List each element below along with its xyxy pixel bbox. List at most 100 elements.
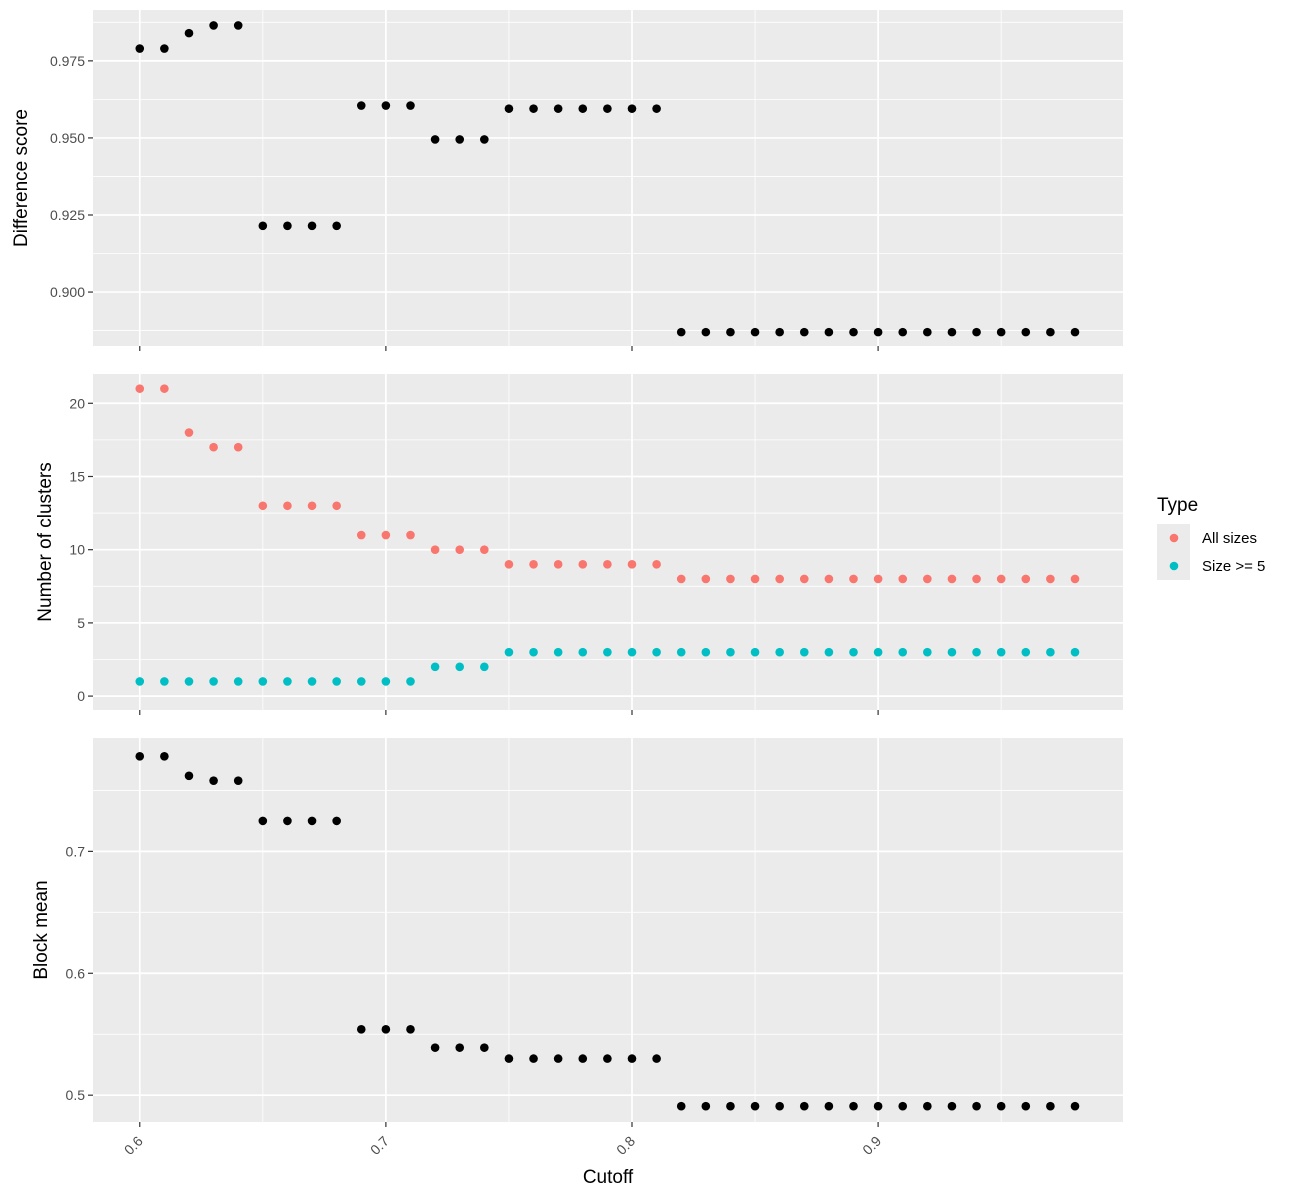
- legend-label: Size >= 5: [1202, 558, 1265, 575]
- data-point: [701, 1101, 711, 1111]
- data-point: [849, 647, 858, 657]
- data-point: [233, 776, 243, 785]
- data-point: [898, 647, 908, 657]
- data-point: [1046, 647, 1055, 657]
- data-point: [160, 44, 169, 53]
- data-point: [455, 1043, 465, 1052]
- data-point: [726, 574, 735, 584]
- data-point: [209, 21, 218, 30]
- data-point: [726, 647, 735, 657]
- legend-label: All sizes: [1202, 530, 1257, 547]
- data-point: [504, 560, 514, 569]
- data-point: [307, 501, 317, 511]
- data-point: [381, 677, 391, 686]
- data-point: [972, 647, 981, 657]
- data-point: [652, 647, 661, 657]
- data-point: [184, 771, 194, 781]
- data-point: [209, 677, 218, 686]
- data-point: [430, 1043, 440, 1052]
- data-point: [332, 816, 341, 826]
- data-point: [1070, 647, 1080, 657]
- data-point: [873, 1101, 883, 1111]
- y-tick-label: 0.975: [50, 53, 85, 69]
- data-point: [898, 574, 908, 584]
- data-point: [1046, 574, 1055, 584]
- data-point: [307, 221, 317, 231]
- data-point: [283, 501, 292, 511]
- data-point: [603, 104, 612, 113]
- data-point: [480, 545, 489, 554]
- data-point: [824, 1101, 834, 1111]
- data-point: [775, 574, 784, 584]
- data-point: [135, 751, 145, 761]
- legend: Type All sizes Size >= 5: [1157, 495, 1265, 580]
- data-point: [627, 104, 637, 113]
- data-point: [504, 1054, 514, 1063]
- y-tick-label: 0.950: [50, 130, 85, 146]
- data-point: [775, 647, 784, 657]
- data-point: [160, 384, 169, 393]
- data-point: [455, 662, 465, 672]
- data-point: [799, 574, 809, 584]
- data-point: [430, 545, 440, 554]
- data-point: [184, 28, 194, 38]
- data-point: [258, 501, 268, 511]
- data-point: [233, 21, 243, 30]
- data-point: [627, 647, 637, 657]
- data-point: [996, 574, 1006, 584]
- data-point: [603, 1054, 612, 1063]
- data-point: [258, 677, 268, 686]
- data-point: [972, 574, 981, 584]
- y-tick-label: 0.925: [50, 207, 85, 223]
- data-point: [184, 428, 194, 437]
- data-point: [356, 101, 366, 110]
- data-point: [578, 560, 588, 569]
- data-point: [799, 1101, 809, 1111]
- data-point: [1021, 327, 1031, 337]
- data-point: [504, 647, 514, 657]
- data-point: [824, 327, 834, 337]
- data-point: [849, 327, 858, 337]
- data-point: [529, 647, 538, 657]
- data-point: [676, 647, 686, 657]
- data-point: [258, 816, 268, 826]
- data-point: [160, 751, 169, 761]
- data-point: [1070, 327, 1080, 337]
- data-point: [233, 442, 243, 452]
- data-point: [381, 1025, 391, 1034]
- data-point: [627, 1054, 637, 1063]
- data-point: [701, 647, 711, 657]
- data-point: [455, 135, 465, 144]
- data-point: [135, 44, 145, 53]
- data-point: [184, 677, 194, 686]
- data-point: [750, 574, 760, 584]
- data-point: [775, 327, 784, 337]
- data-point: [283, 221, 292, 231]
- data-point: [947, 327, 957, 337]
- y-tick-label: 20: [69, 395, 85, 411]
- x-axis-title: Cutoff: [583, 1167, 634, 1188]
- data-point: [529, 1054, 538, 1063]
- panel-background: [93, 738, 1123, 1122]
- data-point: [1070, 1101, 1080, 1111]
- data-point: [332, 501, 341, 511]
- data-point: [750, 1101, 760, 1111]
- data-point: [775, 1101, 784, 1111]
- data-point: [1021, 1101, 1031, 1111]
- data-point: [676, 574, 686, 584]
- legend-key-point: [1169, 533, 1179, 543]
- data-point: [307, 816, 317, 826]
- data-point: [873, 647, 883, 657]
- data-point: [873, 327, 883, 337]
- series-2: [135, 647, 1080, 686]
- data-point: [135, 677, 145, 686]
- data-point: [824, 647, 834, 657]
- data-point: [1021, 574, 1031, 584]
- data-point: [430, 662, 440, 672]
- legend-title: Type: [1157, 495, 1198, 516]
- data-point: [652, 560, 661, 569]
- data-point: [406, 101, 415, 110]
- panels-layer: 0.900 0.925 0.950 0.975 Difference score 0 5 10…: [11, 10, 1123, 1158]
- data-point: [553, 647, 563, 657]
- data-point: [923, 1101, 932, 1111]
